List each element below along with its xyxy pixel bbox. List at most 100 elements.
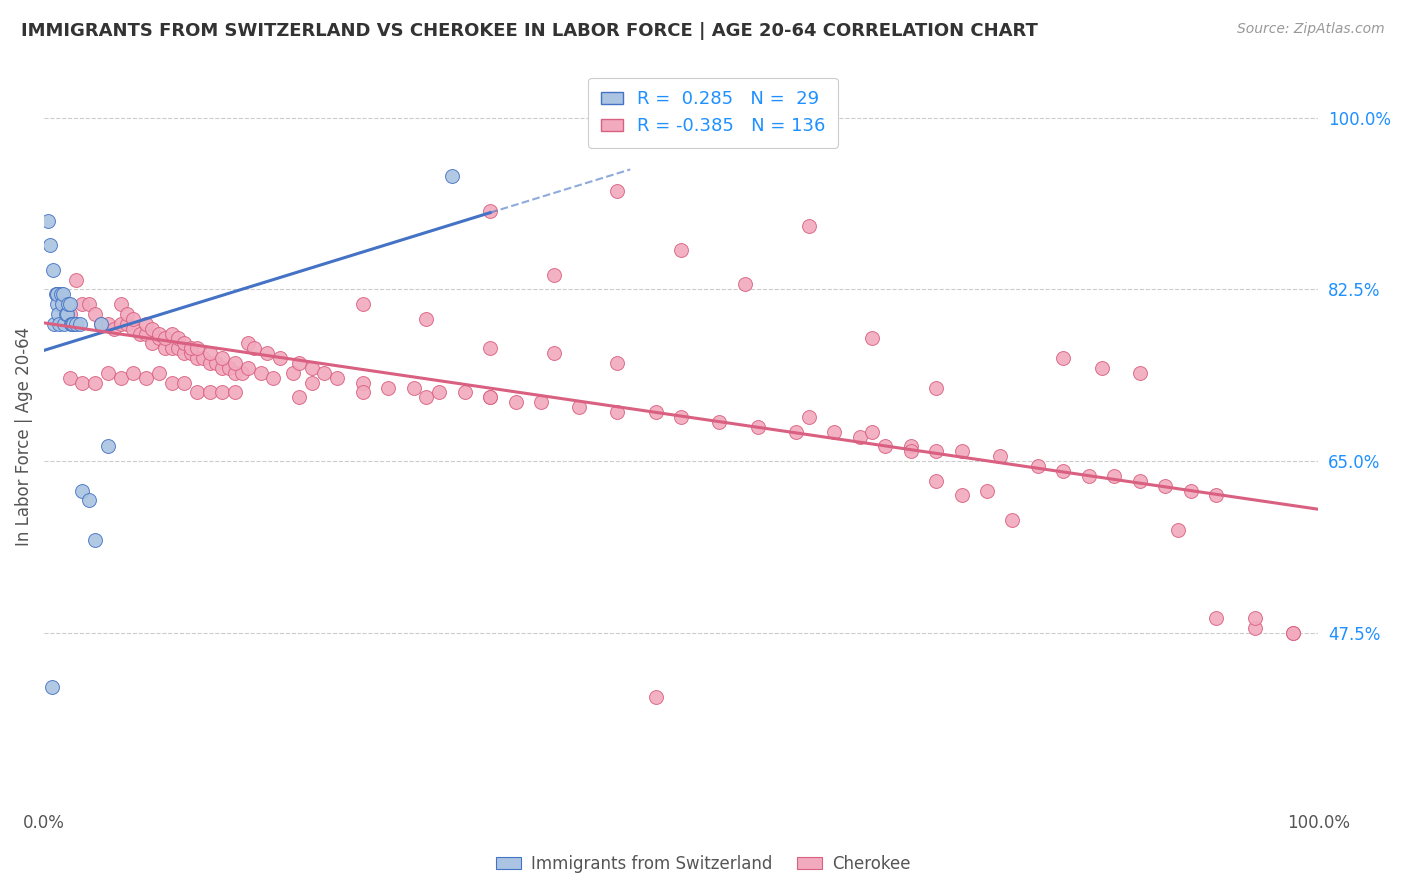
Point [314, 366, 336, 380]
Point [669, 243, 692, 257]
Point [1104, 468, 1126, 483]
Point [326, 370, 349, 384]
Point [747, 419, 769, 434]
Point [301, 376, 323, 390]
Point [58, 370, 80, 384]
Point [479, 203, 502, 218]
Point [97, 317, 120, 331]
Point [1077, 468, 1099, 483]
Point [173, 336, 195, 351]
Point [1243, 611, 1265, 625]
Point [69, 317, 91, 331]
Y-axis label: In Labor Force | Age 20-64: In Labor Force | Age 20-64 [15, 327, 32, 546]
Point [269, 351, 291, 365]
Point [141, 321, 163, 335]
Point [1091, 360, 1114, 375]
Point [377, 380, 399, 394]
Point [148, 331, 170, 345]
Point [148, 366, 170, 380]
Point [479, 341, 502, 355]
Point [543, 346, 565, 360]
Point [135, 326, 157, 341]
Point [224, 366, 246, 380]
Point [198, 385, 221, 400]
Point [59, 317, 82, 331]
Point [925, 444, 948, 458]
Point [97, 366, 120, 380]
Point [352, 297, 374, 311]
Point [1154, 478, 1177, 492]
Point [115, 317, 138, 331]
Point [1001, 513, 1024, 527]
Point [925, 380, 948, 394]
Point [160, 376, 183, 390]
Point [231, 366, 253, 380]
Point [110, 370, 132, 384]
Point [479, 390, 502, 404]
Point [186, 341, 208, 355]
Point [543, 268, 565, 282]
Point [301, 360, 323, 375]
Point [402, 380, 425, 394]
Point [103, 321, 125, 335]
Point [224, 356, 246, 370]
Point [1129, 366, 1152, 380]
Point [669, 409, 692, 424]
Point [45, 287, 67, 301]
Point [256, 346, 278, 360]
Point [1129, 474, 1152, 488]
Point [45, 287, 67, 301]
Point [77, 493, 100, 508]
Point [988, 449, 1011, 463]
Point [90, 317, 112, 331]
Point [249, 366, 271, 380]
Point [236, 360, 259, 375]
Point [52, 297, 75, 311]
Point [186, 385, 208, 400]
Point [122, 311, 145, 326]
Point [1243, 621, 1265, 635]
Point [45, 297, 67, 311]
Point [211, 385, 233, 400]
Point [415, 311, 437, 326]
Point [153, 331, 176, 345]
Point [84, 376, 107, 390]
Point [48, 317, 70, 331]
Point [352, 385, 374, 400]
Point [236, 336, 259, 351]
Point [153, 341, 176, 355]
Point [58, 307, 80, 321]
Legend: Immigrants from Switzerland, Cherokee: Immigrants from Switzerland, Cherokee [489, 848, 917, 880]
Point [530, 395, 553, 409]
Point [167, 341, 190, 355]
Point [115, 307, 138, 321]
Point [122, 321, 145, 335]
Point [56, 307, 79, 321]
Point [1205, 488, 1227, 502]
Point [39, 238, 62, 252]
Point [55, 307, 77, 321]
Point [352, 376, 374, 390]
Point [873, 439, 896, 453]
Point [1205, 611, 1227, 625]
Point [62, 317, 84, 331]
Point [848, 429, 870, 443]
Point [135, 370, 157, 384]
Point [58, 297, 80, 311]
Point [110, 297, 132, 311]
Point [976, 483, 998, 498]
Point [797, 219, 820, 233]
Point [160, 326, 183, 341]
Point [49, 287, 72, 301]
Point [606, 356, 628, 370]
Point [180, 341, 202, 355]
Point [1281, 626, 1303, 640]
Point [860, 331, 883, 345]
Point [218, 360, 240, 375]
Point [46, 307, 69, 321]
Point [110, 317, 132, 331]
Point [440, 169, 463, 184]
Point [900, 444, 922, 458]
Point [173, 346, 195, 360]
Point [65, 317, 87, 331]
